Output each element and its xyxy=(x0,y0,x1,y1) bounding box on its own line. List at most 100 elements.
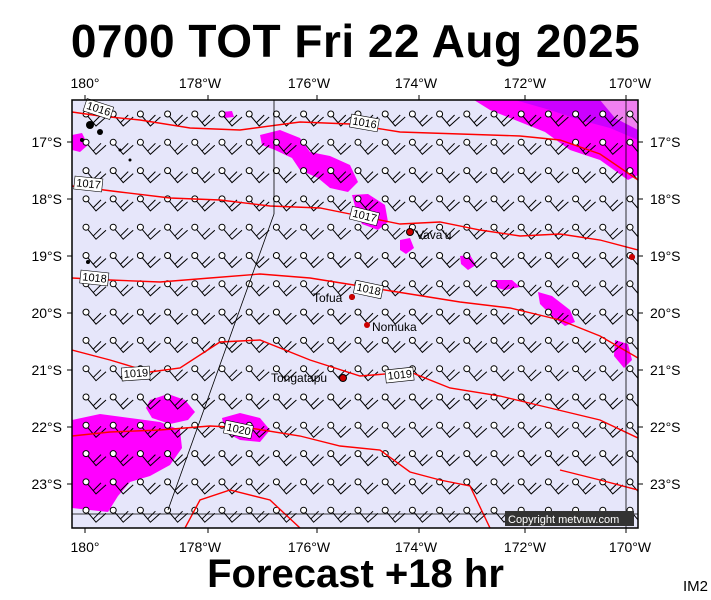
wind-barb xyxy=(164,138,188,156)
wind-barb xyxy=(164,252,188,269)
rain-areas xyxy=(72,100,638,512)
wind-barb xyxy=(599,365,624,382)
wind-barb xyxy=(490,365,515,382)
wind-barb xyxy=(408,308,433,325)
wind-barb xyxy=(82,450,107,467)
lon-label-178w-bottom: 178°W xyxy=(179,539,222,555)
wind-barb xyxy=(490,421,515,439)
wind-barb xyxy=(544,195,569,212)
lat-label-19s-left: 19°S xyxy=(31,248,62,264)
lon-label-170w-top: 170°W xyxy=(609,75,652,91)
island-fiji-6 xyxy=(86,260,90,264)
wind-barb xyxy=(572,365,596,382)
wind-barb xyxy=(109,195,134,212)
wind-barb xyxy=(599,336,624,354)
wind-barb xyxy=(109,280,134,297)
wind-barb xyxy=(626,478,638,493)
wind-barb xyxy=(544,167,569,184)
wind-barb xyxy=(136,308,161,325)
wind-barb xyxy=(572,393,596,410)
wind-barb xyxy=(164,336,188,354)
wind-barb xyxy=(572,280,596,297)
wind-barb xyxy=(381,110,406,127)
wind-barb xyxy=(381,167,406,184)
place-label-vavau: Vava'u xyxy=(416,228,451,242)
wind-barb xyxy=(191,110,216,127)
isobar-label-1016-east: 1016 xyxy=(351,115,377,131)
wind-barb xyxy=(272,308,297,325)
wind-barb xyxy=(436,308,460,325)
wind-barb xyxy=(218,138,243,156)
wind-barb xyxy=(463,365,488,382)
wind-barb xyxy=(109,167,134,184)
wind-barb xyxy=(327,478,352,495)
wind-barb xyxy=(408,421,433,439)
wind-barb xyxy=(136,195,161,212)
place-dot-vavau xyxy=(407,229,413,235)
wind-barb xyxy=(82,506,107,523)
wind-barb xyxy=(82,252,107,269)
wind-barb xyxy=(136,336,161,354)
wind-barb xyxy=(191,478,216,495)
wind-barb xyxy=(300,223,324,240)
wind-barb xyxy=(381,252,406,269)
wind-barb xyxy=(191,280,216,297)
wind-barb xyxy=(272,110,297,127)
lat-label-18s-right: 18°S xyxy=(650,191,681,207)
wind-barb xyxy=(245,252,270,269)
wind-barb xyxy=(599,308,624,325)
wind-barb xyxy=(599,450,624,467)
wind-barb xyxy=(300,421,324,439)
rain-area-northeast-pale xyxy=(600,100,638,130)
wind-barb xyxy=(381,308,406,325)
wind-barb xyxy=(354,252,379,269)
wind-barb xyxy=(327,506,352,523)
wind-barb xyxy=(599,393,624,410)
isobar-1020 xyxy=(72,425,491,528)
wind-barb xyxy=(136,223,161,240)
wind-barb xyxy=(136,280,161,297)
wind-barb xyxy=(381,138,406,156)
wind-barb xyxy=(245,308,270,325)
wind-barb xyxy=(82,365,107,382)
wind-barb xyxy=(626,336,638,351)
wind-barb xyxy=(327,421,352,439)
wind-barb xyxy=(354,223,379,240)
wind-barb xyxy=(626,393,638,408)
wind-barb xyxy=(463,336,488,354)
wind-barb xyxy=(436,450,460,467)
isobar-label-1019-east: 1019 xyxy=(387,368,413,382)
lon-label-178w-top: 178°W xyxy=(179,75,222,91)
wind-barb xyxy=(517,393,542,410)
wind-barb xyxy=(626,195,638,210)
wind-barb xyxy=(354,167,379,184)
rain-area-central-north xyxy=(260,130,358,192)
wind-barb xyxy=(109,252,134,269)
wind-barb xyxy=(517,138,542,156)
wind-barb xyxy=(218,167,243,184)
wind-barb xyxy=(327,167,352,184)
wind-barb xyxy=(436,138,460,156)
wind-barb xyxy=(626,110,638,125)
wind-barb xyxy=(300,308,324,325)
lon-label-174w-top: 174°W xyxy=(395,75,438,91)
lon-label-176w-top: 176°W xyxy=(288,75,331,91)
wind-barb xyxy=(517,280,542,297)
wind-barb xyxy=(191,393,216,410)
island-fiji-4 xyxy=(118,148,122,152)
wind-barb xyxy=(300,252,324,269)
wind-barb xyxy=(544,252,569,269)
wind-barb xyxy=(327,280,352,297)
wind-barb xyxy=(354,195,379,212)
wind-barb xyxy=(191,336,216,354)
wind-barb xyxy=(490,308,515,325)
lat-labels-right: 17°S 18°S 19°S 20°S 21°S 22°S 23°S xyxy=(650,134,681,492)
isobar-label-1018-west: 1018 xyxy=(82,271,108,285)
lat-label-18s-left: 18°S xyxy=(31,191,62,207)
lon-label-172w-bottom: 172°W xyxy=(504,539,547,555)
wind-barb xyxy=(463,450,488,467)
wind-barb xyxy=(218,365,243,382)
wind-barb xyxy=(626,280,638,295)
island-fiji-5 xyxy=(128,158,132,162)
